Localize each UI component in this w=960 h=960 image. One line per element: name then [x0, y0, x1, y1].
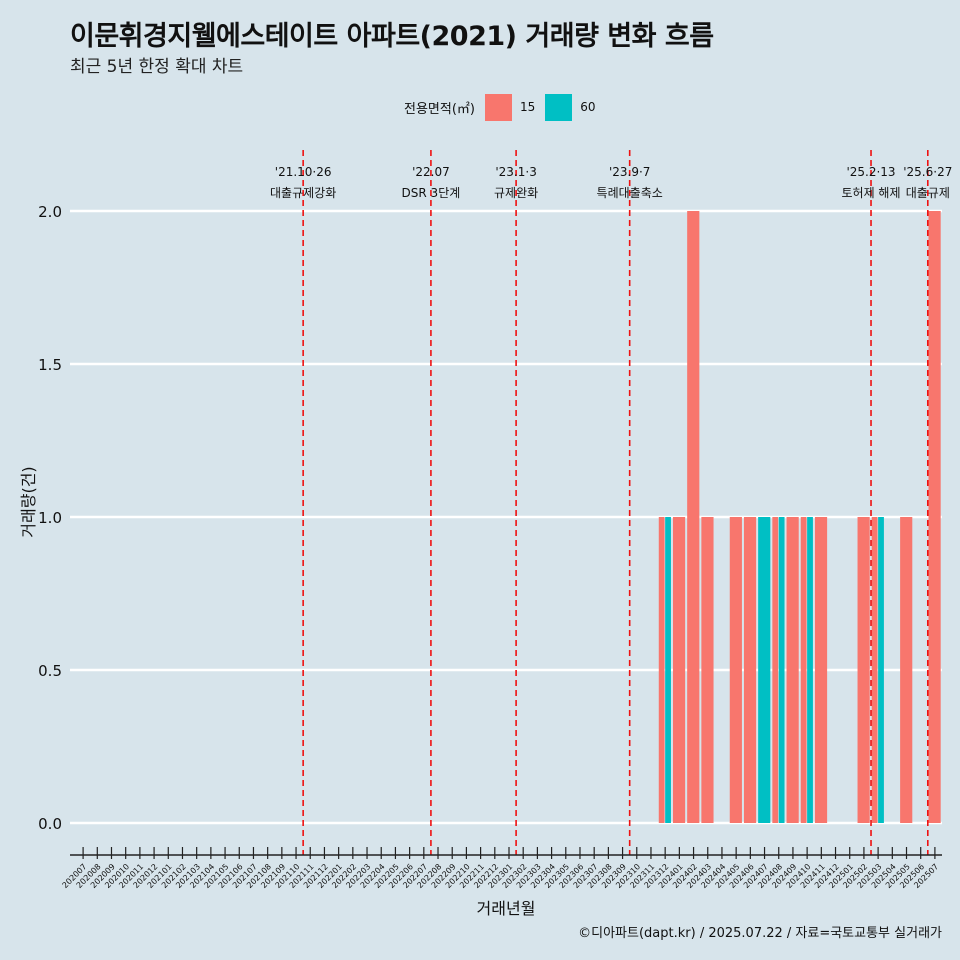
legend-label-60: 60	[580, 100, 596, 114]
event-date-202502: '25.2·13	[846, 165, 895, 179]
y-tick-labels: 0.0 0.5 1.0 1.5 2.0	[38, 203, 62, 833]
legend: 전용면적(㎡) 15 60	[404, 92, 606, 122]
event-lines: '21.10·26 대출규제강화 '22.07 DSR 3단계 '23.1·3 규제완화 '…	[270, 150, 952, 855]
bar-202408-15	[772, 517, 779, 823]
bar-202410-60	[807, 517, 813, 823]
y-tick-label: 0.5	[38, 662, 62, 680]
bar-202312-15	[658, 517, 665, 823]
legend-label-15: 15	[519, 100, 536, 114]
bar-202406-15	[743, 517, 757, 823]
legend-title: 전용면적(㎡)	[404, 101, 475, 117]
bar-202402-15	[687, 211, 700, 823]
y-tick-label: 1.5	[38, 356, 62, 374]
event-label-202110: 대출규제강화	[270, 186, 336, 200]
bar-202507-15	[928, 211, 941, 823]
event-date-202207: '22.07	[412, 165, 450, 179]
bars	[658, 211, 941, 823]
event-label-202506: 대출규제	[906, 186, 950, 200]
bar-202407-60	[758, 517, 771, 823]
chart-subtitle: 최근 5년 한정 확대 차트	[70, 57, 244, 77]
event-label-202207: DSR 3단계	[402, 186, 461, 200]
y-axis-title: 거래량(건)	[19, 466, 38, 537]
y-tick-label: 0.0	[38, 815, 62, 833]
event-date-202301: '23.1·3	[495, 165, 536, 179]
y-tick-label: 1.0	[38, 509, 62, 527]
bar-202411-15	[814, 517, 828, 823]
legend-key-60	[545, 93, 573, 121]
event-date-202110: '21.10·26	[275, 165, 332, 179]
x-axis-title: 거래년월	[477, 899, 536, 918]
x-axis: 2020072020082020092020102020112020122021…	[61, 847, 942, 890]
event-label-202502: 토허제 해제	[842, 186, 901, 200]
source-caption: ©디아파트(dapt.kr) / 2025.07.22 / 자료=국토교통부 실…	[578, 926, 942, 941]
event-label-202301: 규제완화	[494, 186, 538, 200]
event-date-202506: '25.6·27	[903, 165, 952, 179]
event-date-202309: '23.9·7	[609, 165, 650, 179]
bar-202409-15	[786, 517, 799, 823]
bar-202503-60	[878, 517, 884, 823]
bar-202405-15	[729, 517, 742, 823]
y-tick-label: 2.0	[38, 203, 62, 221]
bar-202505-15	[900, 517, 913, 823]
event-label-202309: 특례대출축소	[597, 186, 663, 200]
bar-202401-15	[672, 517, 686, 823]
bar-202503-15	[871, 517, 878, 823]
bar-202312-60	[665, 517, 671, 823]
chart-title: 이문휘경지웰에스테이트 아파트(2021) 거래량 변화 흐름	[70, 21, 714, 52]
bar-202410-15	[800, 517, 807, 823]
bar-202408-60	[778, 517, 785, 823]
bar-202502-15	[857, 517, 870, 823]
legend-key-15	[484, 93, 512, 121]
bar-202403-15	[701, 517, 714, 823]
